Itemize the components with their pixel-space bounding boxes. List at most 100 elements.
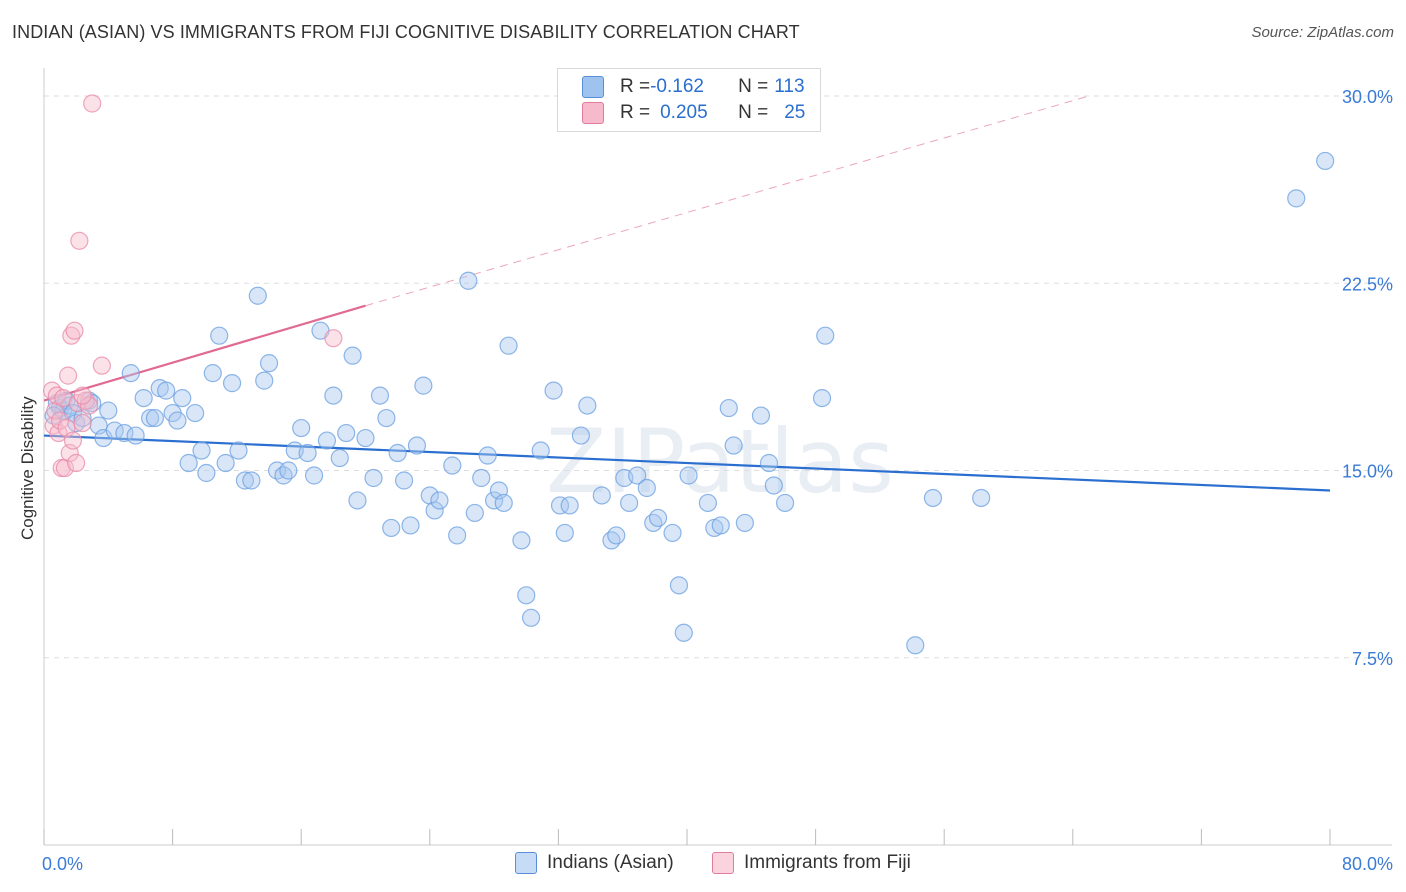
legend-row-fiji: R = 0.205 N = 25 [582, 100, 805, 126]
point-indians [550, 496, 570, 515]
point-indians [775, 493, 795, 513]
point-indians [972, 488, 991, 508]
point-indians [274, 466, 293, 485]
point-indians [592, 486, 611, 505]
y-tick-label: 15.0% [1342, 462, 1393, 482]
point-indians [179, 453, 198, 473]
point-indians [698, 493, 717, 513]
point-indians [544, 381, 563, 400]
legend-n-label: N = [738, 76, 769, 97]
point-indians [186, 403, 205, 423]
point-indians [115, 423, 134, 443]
point-indians [407, 436, 427, 455]
point-indians [812, 388, 832, 408]
point-indians [324, 386, 343, 405]
point-indians [724, 436, 743, 455]
legend-r-label: R = [620, 76, 651, 97]
point-indians [620, 493, 639, 513]
legend-n-value: 25 [784, 102, 806, 123]
axes [43, 68, 1392, 846]
point-indians [382, 518, 401, 538]
point-indians [348, 491, 367, 510]
point-indians [607, 526, 626, 545]
legend-r-value: 0.205 [660, 102, 708, 123]
point-indians [1316, 151, 1335, 171]
point-indians [735, 513, 754, 533]
point-indians [448, 526, 467, 545]
point-indians [644, 513, 663, 533]
point-fiji [73, 386, 92, 405]
point-indians [711, 516, 730, 535]
point-indians [173, 388, 192, 408]
point-indians [648, 508, 668, 528]
point-indians [674, 623, 693, 642]
point-indians [499, 336, 518, 355]
y-tick-label: 7.5% [1352, 649, 1393, 669]
point-indians [248, 286, 267, 305]
point-indians [578, 396, 597, 415]
point-indians [197, 463, 216, 483]
point-indians [663, 523, 682, 543]
point-indians [317, 431, 337, 450]
y-tick-label: 30.0% [1342, 87, 1393, 107]
series-legend: Indians (Asian) Immigrants from Fiji [0, 852, 1406, 878]
legend-r-value: -0.162 [650, 76, 704, 97]
point-indians [531, 441, 550, 460]
point-indians [364, 468, 383, 488]
legend-r-label: R = [620, 102, 651, 123]
legend-n-value: 113 [774, 76, 805, 97]
point-indians [555, 523, 574, 543]
point-indians [414, 376, 433, 395]
legend-swatch-fiji [582, 102, 604, 124]
point-indians [906, 636, 925, 655]
series-swatch-indians [515, 852, 537, 874]
legend-row-indians: R = -0.162 N = 113 [582, 74, 805, 100]
point-indians [560, 496, 579, 515]
point-indians [443, 456, 462, 475]
series-legend-indians: Indians (Asian) [515, 852, 674, 874]
point-indians [764, 476, 783, 495]
point-indians [637, 478, 656, 498]
point-indians [401, 516, 420, 535]
legend-swatch-indians [582, 76, 604, 98]
point-indians [330, 448, 349, 468]
point-fiji [79, 396, 99, 415]
point-indians [259, 354, 279, 373]
point-fiji [62, 326, 81, 345]
point-indians [145, 408, 165, 428]
point-indians [377, 408, 396, 428]
point-fiji [324, 329, 343, 348]
point-indians [472, 468, 491, 488]
point-fiji [59, 366, 78, 385]
point-indians [222, 374, 242, 393]
point-indians [126, 426, 145, 445]
watermark: ZIPatlas [546, 410, 894, 513]
point-fiji [63, 431, 83, 450]
point-indians [292, 418, 311, 438]
legend-n-label: N = [738, 102, 769, 123]
point-fiji [54, 388, 73, 408]
point-indians [255, 371, 274, 390]
x-tick-label: 80.0% [1342, 854, 1393, 874]
point-indians [279, 461, 298, 480]
point-indians [157, 381, 176, 400]
chart-source: Source: ZipAtlas.com [1251, 24, 1394, 41]
point-indians [465, 503, 484, 523]
point-indians [759, 453, 779, 473]
series-swatch-fiji [712, 852, 734, 874]
point-fiji [83, 94, 102, 113]
trend-lines [43, 95, 1331, 492]
point-indians [719, 398, 738, 418]
point-indians [494, 493, 513, 513]
point-indians [430, 491, 449, 510]
series-label-fiji: Immigrants from Fiji [744, 852, 911, 873]
point-indians [370, 386, 390, 405]
point-fiji [50, 411, 70, 430]
point-fiji [76, 391, 95, 410]
chart-title: INDIAN (ASIAN) VS IMMIGRANTS FROM FIJI C… [12, 22, 800, 42]
y-axis-label: Cognitive Disability [18, 396, 37, 540]
point-indians [751, 406, 771, 425]
point-indians [168, 411, 187, 430]
point-indians [571, 426, 591, 445]
